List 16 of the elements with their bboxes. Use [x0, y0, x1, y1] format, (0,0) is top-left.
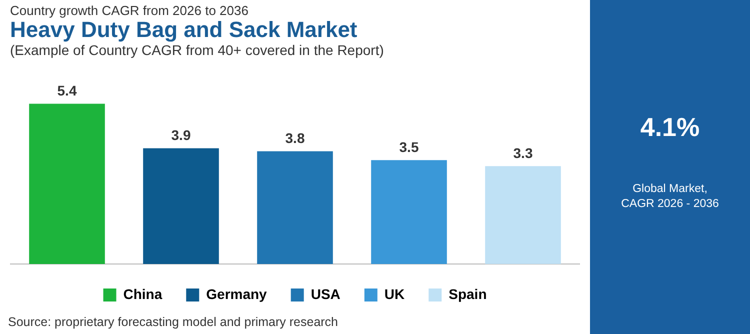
- source-note: Source: proprietary forecasting model and primary research: [8, 315, 338, 329]
- legend-label: China: [123, 286, 162, 302]
- data-label: 3.5: [399, 139, 419, 156]
- text: 4.1%: [639, 112, 701, 143]
- data-label: 5.4: [57, 82, 77, 99]
- legend-label: Germany: [206, 286, 268, 302]
- legend-label: USA: [310, 286, 340, 302]
- data-label: 3.8: [285, 130, 305, 146]
- text: Country growth CAGR from 2026 to 2036: [10, 3, 248, 18]
- legend-label: Spain: [448, 286, 487, 302]
- chart-subtitle: (Example of Country CAGR from 40+ covered in the Report): [10, 42, 384, 58]
- chart-title: Heavy Duty Bag and Sack Market: [10, 17, 358, 43]
- data-label: 3.9: [171, 127, 191, 144]
- text: Global Market, CAGR 2026 - 2036: [620, 182, 720, 212]
- data-label: 3.3: [513, 144, 533, 161]
- legend-label: UK: [384, 286, 405, 302]
